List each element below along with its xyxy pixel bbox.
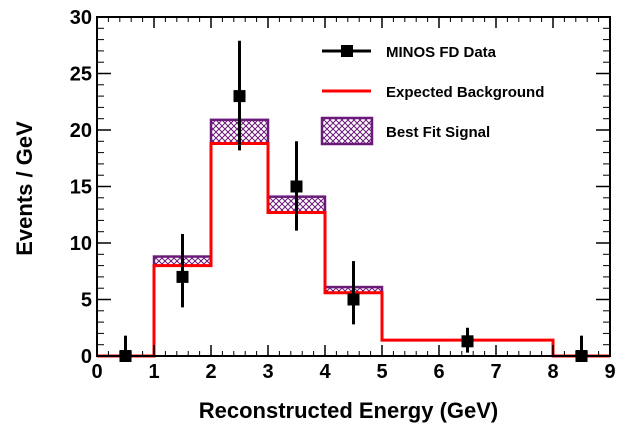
x-tick-label: 0 xyxy=(91,361,102,383)
x-tick-label: 4 xyxy=(319,361,331,383)
legend-label-signal: Best Fit Signal xyxy=(386,124,490,141)
y-tick-label: 5 xyxy=(81,290,92,312)
legend-entry-signal: Best Fit Signal xyxy=(320,116,490,146)
y-tick-label: 20 xyxy=(70,120,92,142)
legend-label-background: Expected Background xyxy=(386,84,544,101)
x-tick-label: 5 xyxy=(376,361,387,383)
y-tick-label: 30 xyxy=(70,7,92,29)
x-tick-label: 8 xyxy=(547,361,558,383)
legend: MINOS FD Data Expected Background Best F… xyxy=(320,44,544,146)
data-points-layer xyxy=(119,40,588,362)
x-tick-label: 7 xyxy=(490,361,501,383)
y-tick-label: 15 xyxy=(70,177,92,199)
x-tick-label: 9 xyxy=(604,361,615,383)
y-axis-title: Events / GeV xyxy=(12,121,37,256)
data-point xyxy=(290,180,303,193)
data-point xyxy=(347,293,360,306)
x-tick-label: 2 xyxy=(205,361,216,383)
x-tick-label: 1 xyxy=(148,361,159,383)
y-tick-label: 0 xyxy=(81,346,92,368)
data-point xyxy=(233,90,246,103)
legend-entry-background: Expected Background xyxy=(322,84,544,101)
axis-ticks-layer xyxy=(96,16,611,357)
tick-labels-layer: 0 1 2 3 4 5 6 7 8 9 0 5 10 15 20 25 30 xyxy=(70,7,616,383)
data-point xyxy=(176,270,189,283)
x-tick-label: 6 xyxy=(433,361,444,383)
legend-label-data: MINOS FD Data xyxy=(386,44,497,61)
y-tick-label: 10 xyxy=(70,233,92,255)
data-point xyxy=(461,335,474,348)
legend-signal-swatch xyxy=(320,116,374,146)
x-tick-label: 3 xyxy=(262,361,273,383)
legend-entry-data: MINOS FD Data xyxy=(322,44,497,61)
x-axis-title: Reconstructed Energy (GeV) xyxy=(199,398,499,423)
legend-data-marker xyxy=(341,45,353,57)
y-tick-label: 25 xyxy=(70,64,92,86)
